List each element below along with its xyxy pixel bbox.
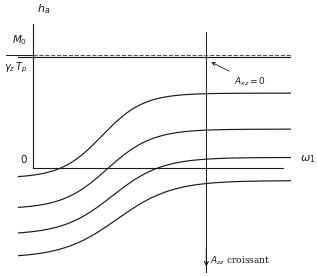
- Text: 0: 0: [20, 155, 27, 165]
- Text: $\omega_1$: $\omega_1$: [300, 153, 315, 165]
- Text: $\gamma_z\,T_p$: $\gamma_z\,T_p$: [4, 61, 27, 75]
- Text: $h_a$: $h_a$: [37, 2, 50, 16]
- Text: $M_0$: $M_0$: [12, 33, 27, 47]
- Text: $A_{zz}$ croissant: $A_{zz}$ croissant: [210, 254, 270, 267]
- Text: $A_{xz}=0$: $A_{xz}=0$: [212, 63, 266, 87]
